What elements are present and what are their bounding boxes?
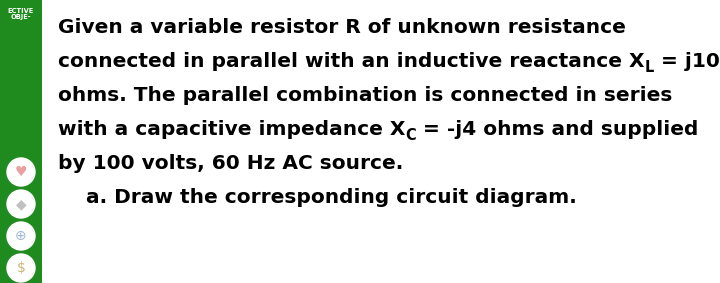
Text: by 100 volts, 60 Hz AC source.: by 100 volts, 60 Hz AC source. [58,154,403,173]
Bar [0,0,42,283]
Text: with a capacitive impedance X: with a capacitive impedance X [58,120,405,139]
Text: ECTIVE
OBJE-: ECTIVE OBJE- [8,8,34,20]
Text: = -j4 ohms and supplied: = -j4 ohms and supplied [416,120,698,139]
Text: ♥: ♥ [14,165,27,179]
Text: $: $ [17,261,25,275]
Circle shape [7,222,35,250]
Circle shape [7,254,35,282]
Circle shape [7,190,35,218]
Text: L: L [644,60,654,75]
Text: Given a variable resistor R of unknown resistance: Given a variable resistor R of unknown r… [58,18,626,37]
Text: ⊕: ⊕ [15,229,27,243]
Text: ohms. The parallel combination is connected in series: ohms. The parallel combination is connec… [58,86,672,105]
Circle shape [7,158,35,186]
Text: connected in parallel with an inductive reactance X: connected in parallel with an inductive … [58,52,644,71]
Text: C: C [405,128,416,143]
Text: a. Draw the corresponding circuit diagram.: a. Draw the corresponding circuit diagra… [58,188,577,207]
Text: = j10: = j10 [654,52,719,71]
Text: ◆: ◆ [16,197,27,211]
